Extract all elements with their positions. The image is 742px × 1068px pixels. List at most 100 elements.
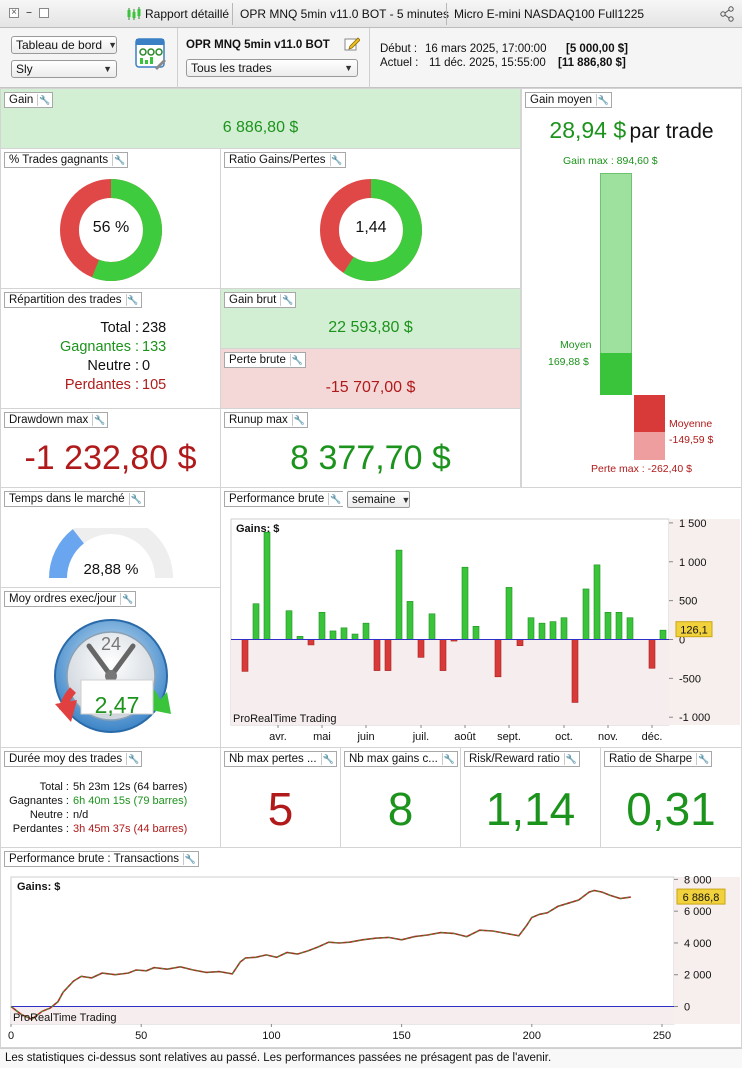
period-select[interactable]: semaine ▼	[347, 491, 410, 508]
duree-panel: Durée moy des trades 🔧 Total : 5h 23m 12s …	[1, 748, 220, 847]
gain-moyen-panel: Gain moyen 🔧 28,94 $ par trade Gain max :…	[522, 89, 741, 487]
weekly-bar	[461, 566, 469, 640]
temps-marche-title: Temps dans le marché	[9, 493, 125, 505]
ratio-gp-title: Ratio Gains/Pertes	[229, 154, 326, 166]
weekly-bar	[527, 617, 535, 640]
view-select[interactable]: Tableau de bord ▼	[11, 36, 117, 54]
nb-pertes-title: Nb max pertes ...	[229, 753, 317, 765]
weekly-bar	[659, 629, 667, 640]
toolbar: Tableau de bord ▼ Sly ▼ OPR MNQ 5min v11.0…	[0, 28, 742, 88]
repartition-title: Répartition des trades	[9, 294, 122, 306]
current-date: 11 déc. 2025, 15:55:00	[429, 57, 546, 69]
transactions-header: Performance brute : Transactions 🔧	[4, 851, 200, 867]
wrench-icon[interactable]: 🔧	[596, 94, 610, 106]
nb-gains-panel: Nb max gains c... 🔧 8	[341, 748, 460, 847]
minimize-window-button[interactable]: –	[26, 7, 32, 18]
weekly-xtick-label: avr.	[269, 731, 287, 743]
wrench-icon[interactable]: 🔧	[329, 154, 343, 166]
avg-loss-label: Moyenne	[669, 418, 713, 430]
pct-gagnants-panel: % Trades gagnants 🔧 56 %	[1, 149, 220, 288]
weekly-bar	[494, 639, 502, 678]
neutral-label: Neutre :	[87, 358, 139, 374]
win-count: 133	[142, 339, 167, 355]
weekly-bar	[648, 639, 656, 669]
gain-moyen-title: Gain moyen	[530, 94, 593, 106]
duree-loss-label: Perdantes :	[12, 823, 69, 835]
wrench-icon[interactable]: 🔧	[280, 294, 294, 306]
wrench-icon[interactable]: 🔧	[320, 753, 334, 765]
weekly-bar	[285, 610, 293, 640]
close-window-button[interactable]: ×	[9, 8, 19, 18]
duree-neutral: n/d	[73, 809, 89, 821]
weekly-bar	[626, 617, 634, 640]
gain-brut-title: Gain brut	[229, 294, 277, 306]
wrench-icon[interactable]: 🔧	[563, 753, 577, 765]
duree-total: 5h 23m 12s (64 barres)	[73, 781, 188, 793]
weekly-bar	[384, 639, 392, 671]
drawdown-header: Drawdown max 🔧	[4, 412, 109, 428]
weekly-bar	[395, 549, 403, 640]
maximize-window-button[interactable]	[39, 8, 49, 18]
trades-filter-select[interactable]: Tous les trades ▼	[186, 59, 358, 77]
temps-marche-panel: Temps dans le marché 🔧 28,88 %	[1, 488, 220, 587]
wrench-icon[interactable]: 🔧	[291, 414, 305, 426]
wrench-icon[interactable]: 🔧	[126, 753, 140, 765]
chevron-down-icon: ▼	[344, 63, 353, 73]
sharpe-value: 0,31	[626, 783, 716, 835]
wrench-icon[interactable]: 🔧	[328, 493, 342, 505]
perte-brute-title: Perte brute	[229, 354, 286, 366]
equity-xtick-label: 50	[135, 1030, 147, 1042]
wrench-icon[interactable]: 🔧	[112, 154, 126, 166]
wrench-icon[interactable]: 🔧	[128, 493, 142, 505]
weekly-bar	[472, 625, 480, 640]
weekly-bar	[263, 531, 271, 640]
pct-gagnants-donut	[60, 179, 162, 281]
tab-rapport-detaille[interactable]: Rapport détaillé	[145, 7, 230, 21]
gain-moyen-header: Gain moyen 🔧	[525, 92, 613, 108]
sharpe-panel: Ratio de Sharpe 🔧 0,31	[601, 748, 741, 847]
duree-win-label: Gagnantes :	[9, 795, 69, 807]
tab-instrument[interactable]: Micro E-mini NASDAQ100 Full1225	[454, 7, 645, 21]
perte-brute-value: -15 707,00 $	[325, 379, 416, 396]
weekly-xtick-label: déc.	[642, 731, 663, 743]
share-icon[interactable]	[718, 5, 736, 23]
weekly-xtick-label: mai	[313, 731, 331, 743]
weekly-ytick-label: 1 000	[679, 557, 707, 569]
gain-brut-panel: Gain brut 🔧 22 593,80 $	[221, 289, 520, 348]
user-select[interactable]: Sly ▼	[11, 60, 117, 78]
transactions-panel: Performance brute : Transactions 🔧 8 000 6…	[1, 848, 741, 1047]
weekly-negative-area	[231, 639, 669, 725]
wrench-icon[interactable]: 🔧	[120, 593, 134, 605]
weekly-bar	[538, 622, 546, 640]
tab-strategy[interactable]: OPR MNQ 5min v11.0 BOT - 5 minutes	[240, 7, 449, 21]
pencil-icon[interactable]	[344, 36, 361, 52]
report-settings-icon[interactable]	[135, 38, 167, 72]
wrench-icon[interactable]: 🔧	[441, 753, 455, 765]
current-label: Actuel :	[380, 57, 419, 69]
weekly-bar	[406, 601, 414, 640]
perf-brute-panel: Performance brute 🔧 semaine ▼ 1 500 1 000 50…	[221, 488, 741, 747]
wrench-icon[interactable]: 🔧	[696, 753, 710, 765]
weekly-bar	[318, 611, 326, 640]
weekly-bar	[241, 639, 249, 672]
equity-ytick-label: 4 000	[684, 938, 712, 950]
equity-ytick-label: 0	[684, 1002, 690, 1014]
ordres-panel: Moy ordres exec/jour 🔧 24 2,47	[1, 588, 220, 747]
nb-pertes-panel: Nb max pertes ... 🔧 5	[221, 748, 340, 847]
strategy-name: OPR MNQ 5min v11.0 BOT	[186, 39, 330, 51]
wrench-icon[interactable]: 🔧	[37, 94, 51, 106]
duree-win: 6h 40m 15s (79 barres)	[73, 795, 188, 807]
sharpe-title: Ratio de Sharpe	[609, 753, 693, 765]
sharpe-header: Ratio de Sharpe 🔧	[604, 751, 713, 767]
gain-header: Gain 🔧	[4, 92, 54, 108]
duree-list: Total : 5h 23m 12s (64 barres) Gagnantes …	[1, 780, 220, 836]
wrench-icon[interactable]: 🔧	[183, 853, 197, 865]
nb-pertes-value: 5	[267, 783, 294, 835]
equity-ytick-label: 8 000	[684, 874, 712, 886]
risk-reward-value: 1,14	[485, 783, 576, 835]
wrench-icon[interactable]: 🔧	[289, 354, 304, 366]
repartition-header: Répartition des trades 🔧	[4, 292, 142, 308]
wrench-icon[interactable]: 🔧	[125, 294, 139, 306]
equity-line-green	[10, 890, 631, 1020]
wrench-icon[interactable]: 🔧	[92, 414, 106, 426]
